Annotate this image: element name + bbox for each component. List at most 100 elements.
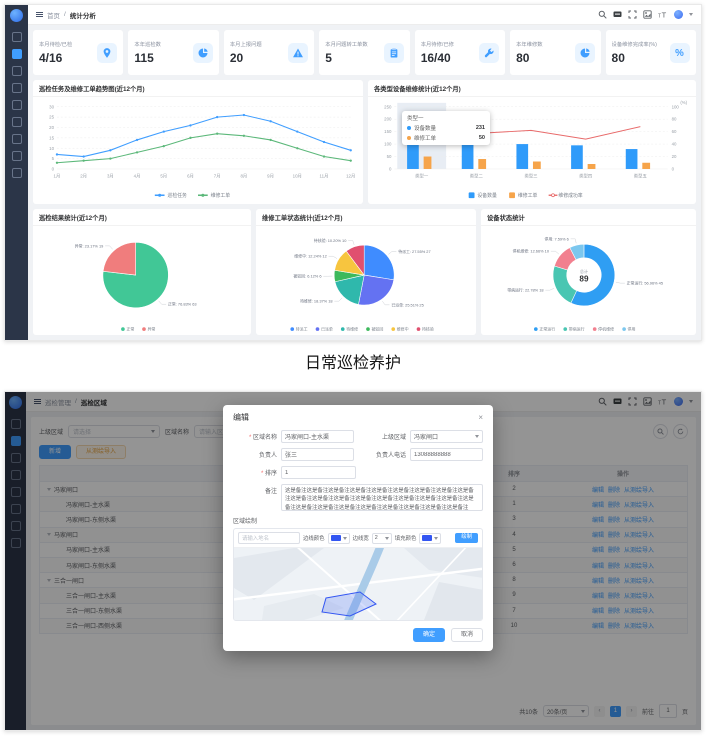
area-name-field[interactable]: 冯家闸口-主水渠 bbox=[281, 430, 354, 443]
stroke-color-select[interactable] bbox=[327, 532, 350, 544]
stroke-width-select[interactable]: 2 bbox=[371, 532, 392, 544]
action-link[interactable]: 从测绘导入 bbox=[624, 533, 655, 540]
breadcrumb: 首页 / 统计分析 bbox=[36, 10, 96, 20]
trend-chart[interactable]: 0 5 10 15 20 25 30 1月 2月 3月 4月 5月 6月 7月 8月 9月 10月 11月 12月巡… bbox=[33, 97, 363, 204]
message-icon[interactable] bbox=[613, 397, 622, 406]
action-link[interactable]: 删除 bbox=[607, 548, 620, 555]
sidebar-item-icon[interactable] bbox=[11, 100, 22, 110]
place-search-input[interactable]: 请输入地名 bbox=[238, 532, 300, 544]
sidebar-item-icon[interactable] bbox=[10, 419, 21, 429]
sidebar-item-icon[interactable] bbox=[11, 117, 22, 127]
avatar[interactable] bbox=[674, 10, 683, 19]
sidebar-item-icon[interactable] bbox=[11, 151, 22, 161]
action-link[interactable]: 从测绘导入 bbox=[624, 609, 655, 616]
action-link[interactable]: 从测绘导入 bbox=[624, 563, 655, 570]
sidebar-item-icon[interactable] bbox=[10, 538, 21, 548]
fullscreen-icon[interactable] bbox=[628, 397, 637, 406]
sidebar-item-icon-active[interactable] bbox=[10, 436, 21, 446]
breadcrumb-root[interactable]: 首页 bbox=[47, 12, 60, 20]
action-link[interactable]: 编辑 bbox=[591, 563, 604, 570]
action-link[interactable]: 编辑 bbox=[591, 578, 604, 585]
sidebar-item-icon[interactable] bbox=[11, 66, 22, 76]
sidebar-item-icon[interactable] bbox=[11, 134, 22, 144]
current-page[interactable]: 1 bbox=[609, 705, 621, 717]
sort-field[interactable]: 1 bbox=[281, 466, 356, 479]
action-link[interactable]: 编辑 bbox=[591, 593, 604, 600]
action-link[interactable]: 编辑 bbox=[591, 502, 604, 509]
menu-fold-icon[interactable] bbox=[34, 398, 41, 405]
action-link[interactable]: 从测绘导入 bbox=[624, 578, 655, 585]
confirm-button[interactable]: 确定 bbox=[412, 628, 445, 642]
action-link[interactable]: 删除 bbox=[607, 502, 620, 509]
action-link[interactable]: 删除 bbox=[607, 517, 620, 524]
layout-icon[interactable] bbox=[643, 10, 652, 19]
search-icon[interactable] bbox=[598, 397, 607, 406]
parent-area-select[interactable]: 请选择 bbox=[68, 425, 161, 438]
sort-value: 4 bbox=[512, 531, 516, 538]
sidebar-item-icon[interactable] bbox=[11, 32, 22, 42]
expand-caret-icon[interactable] bbox=[47, 487, 51, 491]
next-page-button[interactable]: › bbox=[625, 705, 637, 717]
order-status-chart[interactable]: 待派工: 27.55% 27 已派单: 25.51% 25 待维修: 18.37% … bbox=[256, 226, 476, 335]
action-link[interactable]: 编辑 bbox=[591, 609, 604, 616]
action-link[interactable]: 从测绘导入 bbox=[624, 593, 655, 600]
menu-fold-icon[interactable] bbox=[36, 11, 43, 18]
sidebar-item-icon[interactable] bbox=[11, 168, 22, 178]
sidebar-item-icon[interactable] bbox=[10, 504, 21, 514]
action-link[interactable]: 编辑 bbox=[591, 548, 604, 555]
close-icon[interactable]: × bbox=[478, 412, 483, 422]
sidebar-item-icon[interactable] bbox=[10, 521, 21, 531]
device-status-chart[interactable]: 正常运行: 56.96% 45 带病运行: 22.78% 18 停机维修: 12.6… bbox=[481, 226, 696, 335]
action-link[interactable]: 从测绘导入 bbox=[624, 548, 655, 555]
action-link[interactable]: 编辑 bbox=[591, 533, 604, 540]
avatar[interactable] bbox=[674, 397, 683, 406]
add-button[interactable]: 新增 bbox=[39, 445, 72, 459]
action-link[interactable]: 删除 bbox=[607, 578, 620, 585]
chevron-down-icon[interactable] bbox=[689, 13, 693, 16]
manager-field[interactable]: 张三 bbox=[281, 448, 354, 461]
action-link[interactable]: 从测绘导入 bbox=[624, 487, 655, 494]
remark-textarea[interactable]: 这是备注这是备注这是备注这是备注这是备注这是备注这是备注这是备注这是备注这是备注… bbox=[281, 484, 483, 511]
action-link[interactable]: 删除 bbox=[607, 563, 620, 570]
expand-caret-icon[interactable] bbox=[47, 578, 51, 582]
chevron-down-icon[interactable] bbox=[689, 400, 693, 403]
breadcrumb-root[interactable]: 巡检管理 bbox=[45, 399, 71, 407]
action-link[interactable]: 编辑 bbox=[591, 487, 604, 494]
goto-page-input[interactable]: 1 bbox=[658, 704, 677, 718]
action-link[interactable]: 从测绘导入 bbox=[624, 624, 655, 631]
cancel-button[interactable]: 取消 bbox=[450, 628, 483, 642]
map-canvas[interactable] bbox=[234, 548, 482, 620]
sidebar-item-icon[interactable] bbox=[10, 453, 21, 463]
action-link[interactable]: 从测绘导入 bbox=[624, 517, 655, 524]
search-icon[interactable] bbox=[598, 10, 607, 19]
refresh-button[interactable] bbox=[673, 424, 688, 439]
import-from-survey-button[interactable]: 从测绘导入 bbox=[76, 445, 127, 459]
sidebar-item-icon[interactable] bbox=[11, 83, 22, 93]
action-link[interactable]: 从测绘导入 bbox=[624, 502, 655, 509]
message-icon[interactable] bbox=[613, 10, 622, 19]
search-button[interactable] bbox=[653, 424, 668, 439]
draw-button[interactable]: 绘制 bbox=[455, 532, 478, 544]
action-link[interactable]: 删除 bbox=[607, 624, 620, 631]
action-link[interactable]: 编辑 bbox=[591, 624, 604, 631]
expand-caret-icon[interactable] bbox=[47, 533, 51, 537]
prev-page-button[interactable]: ‹ bbox=[593, 705, 605, 717]
action-link[interactable]: 删除 bbox=[607, 593, 620, 600]
layout-icon[interactable] bbox=[643, 397, 652, 406]
action-link[interactable]: 删除 bbox=[607, 487, 620, 494]
fullscreen-icon[interactable] bbox=[628, 10, 637, 19]
phone-field[interactable]: 13088888888 bbox=[410, 448, 483, 461]
sidebar-item-icon-active[interactable] bbox=[11, 49, 22, 59]
sidebar-item-icon[interactable] bbox=[10, 487, 21, 497]
action-link[interactable]: 编辑 bbox=[591, 517, 604, 524]
fill-color-select[interactable] bbox=[419, 532, 442, 544]
action-link[interactable]: 删除 bbox=[607, 609, 620, 616]
repair-type-chart[interactable]: 类型一 设备数量 231 维修工单 50 0 50 100 150 200 250 0 20 40 60… bbox=[368, 97, 696, 204]
inspect-result-chart[interactable]: 正常: 76.83% 63 异常: 23.17% 19 正常 异常 bbox=[33, 226, 251, 335]
parent-area-select[interactable]: 冯家闸口 bbox=[410, 430, 483, 443]
action-link[interactable]: 删除 bbox=[607, 533, 620, 540]
sidebar-item-icon[interactable] bbox=[10, 470, 21, 480]
page-size-select[interactable]: 20条/页 bbox=[542, 705, 589, 717]
